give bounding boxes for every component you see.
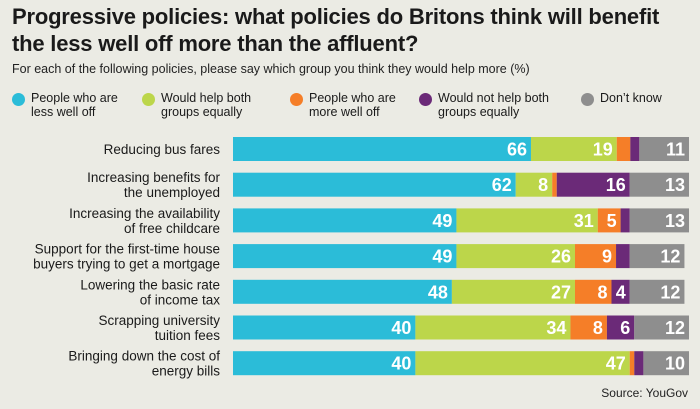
value-label: 49	[432, 247, 452, 267]
bar-segment-people-who-are-less-well-off	[233, 244, 457, 269]
bar-row-5: Lowering the basic rate of income tax 48 27…	[80, 277, 685, 307]
chart-title: Progressive policies: what policies do B…	[12, 4, 660, 56]
bar-segment-would-not-help-both-groups-equally	[634, 351, 644, 376]
legend-label-less-well-off: People who are less well off	[31, 91, 118, 119]
value-label: 9	[602, 247, 612, 267]
value-label: 40	[391, 354, 411, 374]
legend-label-more-well-off: People who are more well off	[309, 91, 396, 119]
value-label: 13	[665, 175, 685, 195]
legend-item-more-well-off: People who are more well off	[290, 91, 409, 119]
value-label: 8	[593, 318, 603, 338]
bar-segment-don-t-know	[643, 351, 689, 376]
bar-row-7: Bringing down the cost of energy bills 40 4…	[68, 349, 689, 379]
bar-row-3: Increasing the availability of free child…	[69, 206, 689, 236]
legend: People who are less well off Would help …	[0, 91, 700, 121]
value-label: 66	[507, 140, 527, 160]
category-label: Reducing bus fares	[104, 142, 221, 157]
value-label: 27	[551, 282, 571, 302]
bar-segment-people-who-are-less-well-off	[233, 208, 457, 233]
bar-segment-people-who-are-more-well-off	[570, 315, 607, 340]
bar-segment-would-not-help-both-groups-equally	[620, 208, 630, 233]
bar-segment-don-t-know	[629, 208, 689, 233]
category-label: Bringing down the cost of energy bills	[68, 349, 220, 379]
bar-segment-would-help-both-groups-equally	[456, 244, 575, 269]
value-label: 40	[391, 318, 411, 338]
bar-segment-would-not-help-both-groups-equally	[556, 172, 630, 197]
bar-segment-would-help-both-groups-equally	[415, 315, 571, 340]
value-label: 19	[593, 140, 613, 160]
bar-segment-would-help-both-groups-equally	[515, 172, 553, 197]
bar-segment-don-t-know	[634, 315, 689, 340]
value-label: 34	[546, 318, 566, 338]
bar-segment-people-who-are-less-well-off	[233, 137, 531, 161]
legend-label-not-both-equally: Would not help both groups equally	[438, 91, 549, 119]
bar-segment-people-who-are-less-well-off	[233, 172, 516, 197]
value-label: 16	[606, 175, 626, 195]
value-label: 13	[665, 211, 685, 231]
chart-subtitle: For each of the following policies, plea…	[12, 62, 530, 76]
legend-label-dont-know: Don’t know	[600, 91, 662, 105]
category-label: Scrapping university tuition fees	[98, 313, 220, 343]
bar-segment-people-who-are-more-well-off	[597, 208, 621, 233]
value-label: 48	[428, 282, 448, 302]
legend-swatch-not-both-equally	[419, 93, 432, 106]
legend-swatch-both-equally	[142, 93, 155, 106]
value-label: 6	[620, 318, 630, 338]
legend-item-both-equally: Would help both groups equally	[142, 91, 265, 119]
category-label: Support for the first-time house buyers t…	[33, 242, 220, 272]
legend-swatch-less-well-off	[12, 93, 25, 106]
bar-segment-would-not-help-both-groups-equally	[606, 315, 635, 340]
bar-segment-would-help-both-groups-equally	[415, 351, 630, 376]
bar-row-6: Scrapping university tuition fees 40 34 8 6 12	[98, 313, 689, 343]
bar-segment-people-who-are-more-well-off	[552, 172, 557, 197]
bar-segment-would-not-help-both-groups-equally	[611, 279, 630, 304]
value-label: 26	[551, 247, 571, 267]
value-label: 31	[574, 211, 594, 231]
legend-item-less-well-off: People who are less well off	[12, 91, 127, 119]
category-label: Increasing the availability of free child…	[69, 206, 220, 236]
bar-segment-people-who-are-more-well-off	[575, 279, 612, 304]
bar-segment-don-t-know	[629, 279, 685, 304]
bar-segment-would-not-help-both-groups-equally	[616, 244, 630, 269]
legend-swatch-more-well-off	[290, 93, 303, 106]
value-label: 5	[607, 211, 617, 231]
category-label: Increasing benefits for the unemployed	[87, 170, 220, 200]
bar-segment-don-t-know	[629, 244, 685, 269]
legend-swatch-dont-know	[581, 93, 594, 106]
bar-row-1: Reducing bus fares 66 19 11	[104, 137, 689, 161]
bar-segment-people-who-are-more-well-off	[629, 351, 635, 376]
value-label: 47	[606, 354, 626, 374]
legend-item-dont-know: Don’t know	[581, 91, 700, 106]
category-label: Lowering the basic rate of income tax	[80, 277, 220, 307]
legend-label-both-equally: Would help both groups equally	[161, 91, 252, 119]
bar-row-4: Support for the first-time house buyers t…	[33, 242, 685, 272]
value-label: 8	[538, 175, 548, 195]
bar-segment-people-who-are-less-well-off	[233, 279, 452, 304]
bar-row-2: Increasing benefits for the unemployed 62 8…	[87, 170, 689, 200]
value-label: 12	[660, 247, 680, 267]
bar-segment-people-who-are-less-well-off	[233, 315, 416, 340]
value-label: 12	[665, 318, 685, 338]
value-label: 11	[666, 140, 685, 160]
value-label: 10	[665, 354, 685, 374]
value-label: 4	[616, 282, 626, 302]
bar-segment-people-who-are-less-well-off	[233, 351, 416, 376]
bar-segment-would-help-both-groups-equally	[451, 279, 575, 304]
bar-segment-people-who-are-more-well-off	[616, 137, 631, 161]
value-label: 8	[597, 282, 607, 302]
bar-segment-would-help-both-groups-equally	[456, 208, 598, 233]
source-note: Source: YouGov	[601, 386, 688, 400]
bar-segment-don-t-know	[629, 172, 689, 197]
value-label: 12	[660, 282, 680, 302]
bar-segment-don-t-know	[639, 137, 689, 161]
bar-segment-would-help-both-groups-equally	[530, 137, 617, 161]
legend-item-not-both-equally: Would not help both groups equally	[419, 91, 570, 119]
bar-segment-people-who-are-more-well-off	[575, 244, 617, 269]
value-label: 49	[432, 211, 452, 231]
bar-segment-would-not-help-both-groups-equally	[630, 137, 640, 161]
value-label: 62	[492, 175, 512, 195]
